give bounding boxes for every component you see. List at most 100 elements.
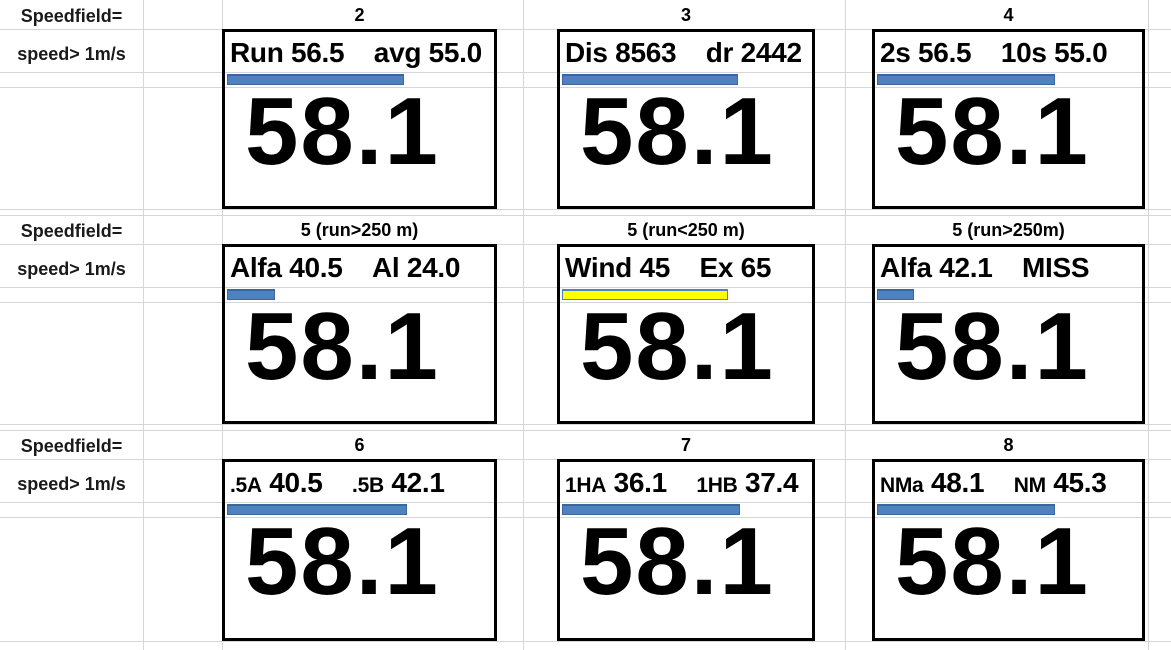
speedfield-row-label: Speedfield= xyxy=(20,221,123,241)
speed-condition-label: speed> 1m/s xyxy=(17,259,126,279)
current-speed-value: 58.1 xyxy=(895,508,1090,615)
panel-speedfield-4[interactable]: 2s 56.5 10s 55.0 58.1 xyxy=(872,29,1145,209)
metric1-value: 40.5 xyxy=(269,467,323,498)
metric2-label: Ex xyxy=(699,252,734,283)
metric2-value: 24.0 xyxy=(406,252,461,283)
metric2-label: dr xyxy=(705,37,734,68)
gridline-vertical xyxy=(1148,0,1149,650)
metric1-label: NMa xyxy=(880,474,924,497)
gridline-vertical xyxy=(523,0,524,650)
panel-metrics: Alfa 42.1 MISS xyxy=(880,247,1140,288)
gridline-horizontal xyxy=(0,209,1171,210)
gridline-horizontal xyxy=(0,302,1171,303)
panel-metrics: 1HA 36.1 1HB 37.4 xyxy=(565,462,810,506)
progress-bar xyxy=(227,504,407,515)
metric2-label: MISS xyxy=(1021,252,1090,283)
current-speed-value: 58.1 xyxy=(245,508,440,615)
speedfield-number-label: 5 (run<250 m) xyxy=(627,220,745,240)
panel-metrics: NMa 48.1 NM 45.3 xyxy=(880,462,1140,506)
speed-condition-label: speed> 1m/s xyxy=(17,44,126,64)
panel-speedfield-5-run-gt-250m-alt[interactable]: Alfa 42.1 MISS 58.1 xyxy=(872,244,1145,424)
panel-speedfield-3[interactable]: Dis 8563 dr 2442 58.1 xyxy=(557,29,815,209)
metric2-value: 65 xyxy=(740,252,772,283)
speedfield-number-label: 5 (run>250 m) xyxy=(300,220,419,240)
progress-bar xyxy=(877,289,914,300)
current-speed-value: 58.1 xyxy=(895,293,1090,400)
metric1-label: Wind xyxy=(565,252,632,283)
metric1-label: .5A xyxy=(230,474,262,497)
panel-metrics: Run 56.5 avg 55.0 xyxy=(230,32,492,73)
metric1-label: Alfa xyxy=(230,252,282,283)
metric2-value: 55.0 xyxy=(428,37,483,68)
progress-bar xyxy=(877,74,1056,85)
speedfield-number-label: 5 (run>250m) xyxy=(952,220,1065,240)
current-speed-value: 58.1 xyxy=(245,293,440,400)
gridline-horizontal xyxy=(0,287,1171,288)
gridline-horizontal xyxy=(0,641,1171,642)
progress-bar xyxy=(877,504,1056,515)
gridline-horizontal xyxy=(0,215,1171,216)
panel-metrics: Wind 45 Ex 65 xyxy=(565,247,810,288)
metric1-label: Dis xyxy=(565,37,608,68)
panel-metrics: .5A 40.5 .5B 42.1 xyxy=(230,462,492,506)
speedfield-number-label: 7 xyxy=(680,435,691,455)
metric2-value: 2442 xyxy=(740,37,802,68)
gridline-vertical xyxy=(143,0,144,650)
metric2-label: NM xyxy=(1013,474,1046,497)
metric1-value: 56.5 xyxy=(918,37,972,68)
progress-bar xyxy=(562,504,741,515)
metric1-label: 2s xyxy=(880,37,911,68)
metric2-value: 37.4 xyxy=(745,467,799,498)
speedfield-number-label: 2 xyxy=(354,5,365,25)
panel-metrics: 2s 56.5 10s 55.0 xyxy=(880,32,1140,73)
speedfield-row-label: Speedfield= xyxy=(20,6,123,26)
metric1-value: 48.1 xyxy=(930,467,985,498)
current-speed-value: 58.1 xyxy=(245,78,440,185)
gridline-horizontal xyxy=(0,87,1171,88)
gridline-horizontal xyxy=(0,517,1171,518)
metric2-value: 55.0 xyxy=(1054,37,1108,68)
gridline-vertical xyxy=(845,0,846,650)
progress-bar xyxy=(227,74,404,85)
metric1-value: 36.1 xyxy=(613,467,668,498)
metric1-value: 56.5 xyxy=(291,37,345,68)
panel-speedfield-2[interactable]: Run 56.5 avg 55.0 58.1 xyxy=(222,29,497,209)
metric2-label: Al xyxy=(371,252,400,283)
metric1-label: Alfa xyxy=(880,252,932,283)
panel-speedfield-5-run-lt-250m[interactable]: Wind 45 Ex 65 58.1 xyxy=(557,244,815,424)
current-speed-value: 58.1 xyxy=(580,293,775,400)
gridline-horizontal xyxy=(0,424,1171,425)
metric1-value: 8563 xyxy=(615,37,677,68)
panel-speedfield-7[interactable]: 1HA 36.1 1HB 37.4 58.1 xyxy=(557,459,815,641)
gridline-horizontal xyxy=(0,502,1171,503)
wind-progress-bar xyxy=(562,289,728,300)
current-speed-value: 58.1 xyxy=(580,508,775,615)
panel-speedfield-6[interactable]: .5A 40.5 .5B 42.1 58.1 xyxy=(222,459,497,641)
current-speed-value: 58.1 xyxy=(580,78,775,185)
speedfield-number-label: 3 xyxy=(680,5,691,25)
metric1-label: Run xyxy=(230,37,284,68)
current-speed-value: 58.1 xyxy=(895,78,1090,185)
gridline-horizontal xyxy=(0,430,1171,431)
panel-speedfield-5-run-gt-250m[interactable]: Alfa 40.5 Al 24.0 58.1 xyxy=(222,244,497,424)
metric2-label: avg xyxy=(373,37,422,68)
metric2-label: .5B xyxy=(352,474,384,497)
metric1-value: 42.1 xyxy=(939,252,993,283)
gridline-horizontal xyxy=(0,72,1171,73)
metric2-label: 1HB xyxy=(696,474,738,497)
metric1-value: 40.5 xyxy=(289,252,343,283)
metric2-value: 45.3 xyxy=(1053,467,1107,498)
metric2-label: 10s xyxy=(1000,37,1047,68)
speed-condition-label: speed> 1m/s xyxy=(17,474,126,494)
speedfield-row-label: Speedfield= xyxy=(20,436,123,456)
speedfield-number-label: 8 xyxy=(1003,435,1014,455)
panel-metrics: Dis 8563 dr 2442 xyxy=(565,32,810,73)
speedfield-number-label: 6 xyxy=(354,435,365,455)
metric1-value: 45 xyxy=(639,252,670,283)
progress-bar xyxy=(227,289,275,300)
metric1-label: 1HA xyxy=(565,474,607,497)
panel-metrics: Alfa 40.5 Al 24.0 xyxy=(230,247,492,288)
speedfield-number-label: 4 xyxy=(1003,5,1014,25)
panel-speedfield-8[interactable]: NMa 48.1 NM 45.3 58.1 xyxy=(872,459,1145,641)
